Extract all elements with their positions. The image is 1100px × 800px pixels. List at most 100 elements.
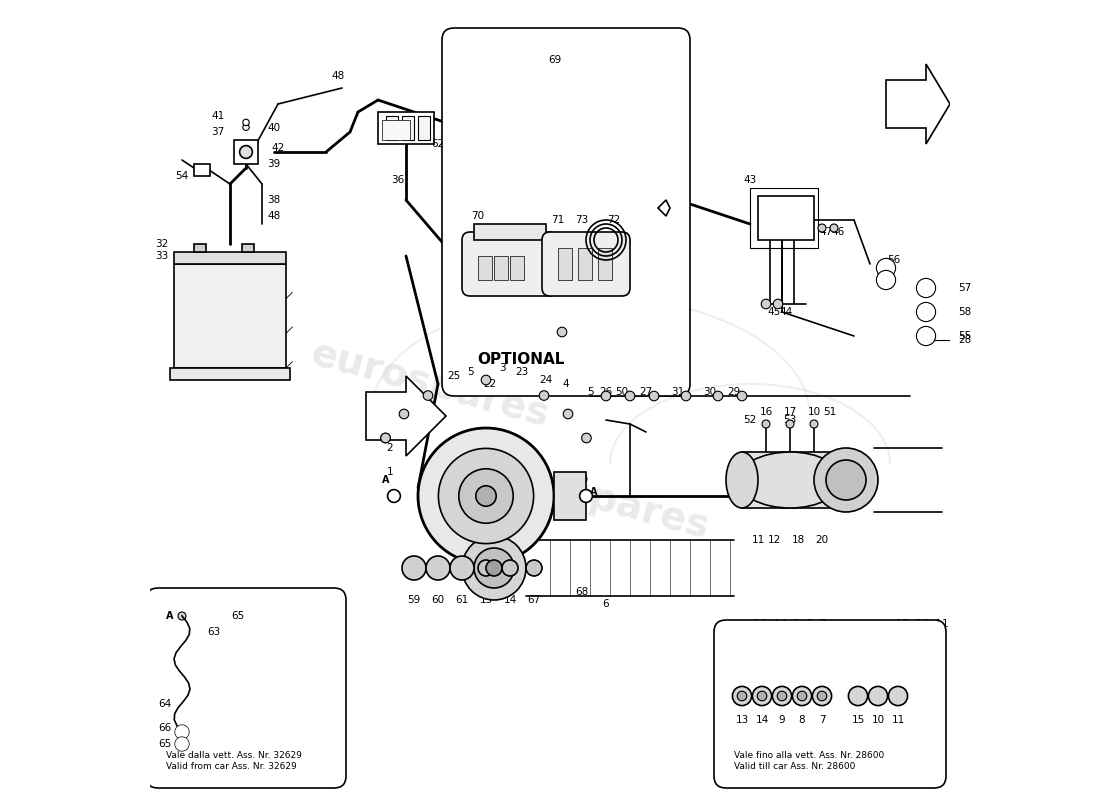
Text: Valid from car Ass. Nr. 32629: Valid from car Ass. Nr. 32629 — [166, 762, 297, 771]
Circle shape — [476, 486, 496, 506]
Bar — [494, 256, 508, 280]
Text: 42: 42 — [272, 143, 285, 153]
Bar — [474, 224, 546, 240]
Bar — [170, 368, 290, 380]
Circle shape — [752, 686, 771, 706]
Ellipse shape — [738, 452, 842, 508]
Circle shape — [539, 390, 549, 400]
Bar — [402, 116, 414, 140]
Text: 10: 10 — [871, 715, 884, 725]
Bar — [234, 140, 258, 164]
Circle shape — [602, 391, 610, 401]
Circle shape — [582, 434, 592, 443]
Text: Valid till car Ass. Nr. 28600: Valid till car Ass. Nr. 28600 — [734, 762, 856, 771]
Circle shape — [786, 420, 794, 428]
Text: 4: 4 — [563, 379, 570, 389]
Circle shape — [402, 556, 426, 580]
Text: 59: 59 — [407, 595, 420, 605]
Circle shape — [486, 560, 502, 576]
Circle shape — [830, 224, 838, 232]
Circle shape — [175, 737, 189, 751]
Text: eurospares: eurospares — [466, 446, 714, 546]
Text: 55: 55 — [958, 331, 971, 341]
Circle shape — [474, 548, 514, 588]
Text: 44: 44 — [780, 307, 793, 317]
Text: 49: 49 — [260, 283, 273, 293]
Text: 51: 51 — [824, 407, 837, 417]
Circle shape — [240, 146, 252, 158]
Text: 54: 54 — [175, 171, 188, 181]
Text: 37: 37 — [211, 127, 224, 137]
FancyBboxPatch shape — [714, 620, 946, 788]
Bar — [194, 164, 210, 176]
Text: eurospares: eurospares — [307, 334, 553, 434]
Circle shape — [818, 224, 826, 232]
Text: 25: 25 — [448, 371, 461, 381]
Bar — [386, 116, 398, 140]
Text: 46: 46 — [832, 227, 845, 237]
Circle shape — [649, 391, 659, 401]
Text: 21: 21 — [480, 587, 493, 597]
Text: 57: 57 — [958, 283, 971, 293]
Circle shape — [439, 448, 534, 544]
Circle shape — [243, 124, 250, 130]
Circle shape — [773, 299, 783, 309]
Text: 14: 14 — [756, 715, 769, 725]
Text: 9: 9 — [779, 715, 785, 725]
Text: 58: 58 — [958, 307, 971, 317]
Circle shape — [502, 560, 518, 576]
Bar — [378, 112, 434, 144]
Text: 48: 48 — [331, 71, 344, 81]
Circle shape — [810, 420, 818, 428]
Text: 70: 70 — [472, 211, 485, 221]
Text: 14: 14 — [504, 595, 517, 605]
Text: 5: 5 — [466, 367, 473, 377]
Text: Vale dalla vett. Ass. Nr. 32629: Vale dalla vett. Ass. Nr. 32629 — [166, 751, 301, 761]
Text: 27: 27 — [639, 387, 652, 397]
Circle shape — [916, 326, 936, 346]
Text: Vale fino alla vett. Ass. Nr. 28600: Vale fino alla vett. Ass. Nr. 28600 — [734, 751, 884, 761]
Text: 24: 24 — [539, 375, 552, 385]
Bar — [382, 120, 410, 140]
Bar — [478, 256, 493, 280]
Text: 65: 65 — [231, 611, 244, 621]
Circle shape — [526, 560, 542, 576]
Bar — [578, 248, 593, 280]
Text: 52: 52 — [744, 415, 757, 425]
Circle shape — [813, 686, 832, 706]
FancyBboxPatch shape — [542, 232, 630, 296]
Text: 48: 48 — [235, 271, 249, 281]
Text: 11: 11 — [891, 715, 904, 725]
Circle shape — [757, 691, 767, 701]
Bar — [758, 196, 814, 240]
Polygon shape — [886, 64, 950, 144]
FancyBboxPatch shape — [462, 232, 558, 296]
Circle shape — [399, 409, 409, 418]
Circle shape — [848, 686, 868, 706]
Text: 69: 69 — [548, 55, 561, 65]
Circle shape — [814, 448, 878, 512]
Text: 20: 20 — [815, 535, 828, 545]
Text: A: A — [383, 475, 389, 485]
Circle shape — [580, 490, 593, 502]
Text: 23: 23 — [516, 367, 529, 377]
Text: 10: 10 — [807, 407, 821, 417]
Text: 65: 65 — [158, 739, 172, 749]
Circle shape — [450, 556, 474, 580]
Circle shape — [916, 278, 936, 298]
Text: 56: 56 — [888, 255, 901, 265]
Text: 22: 22 — [483, 379, 496, 389]
Circle shape — [681, 391, 691, 401]
Text: 16: 16 — [759, 407, 772, 417]
Circle shape — [921, 330, 932, 342]
Bar — [194, 244, 206, 252]
Text: 32: 32 — [155, 239, 168, 249]
Text: 40: 40 — [267, 123, 280, 133]
Circle shape — [459, 469, 514, 523]
Circle shape — [733, 686, 751, 706]
Text: A: A — [166, 611, 174, 621]
Circle shape — [381, 434, 390, 443]
Circle shape — [426, 556, 450, 580]
Circle shape — [921, 282, 932, 294]
Bar — [742, 452, 838, 508]
